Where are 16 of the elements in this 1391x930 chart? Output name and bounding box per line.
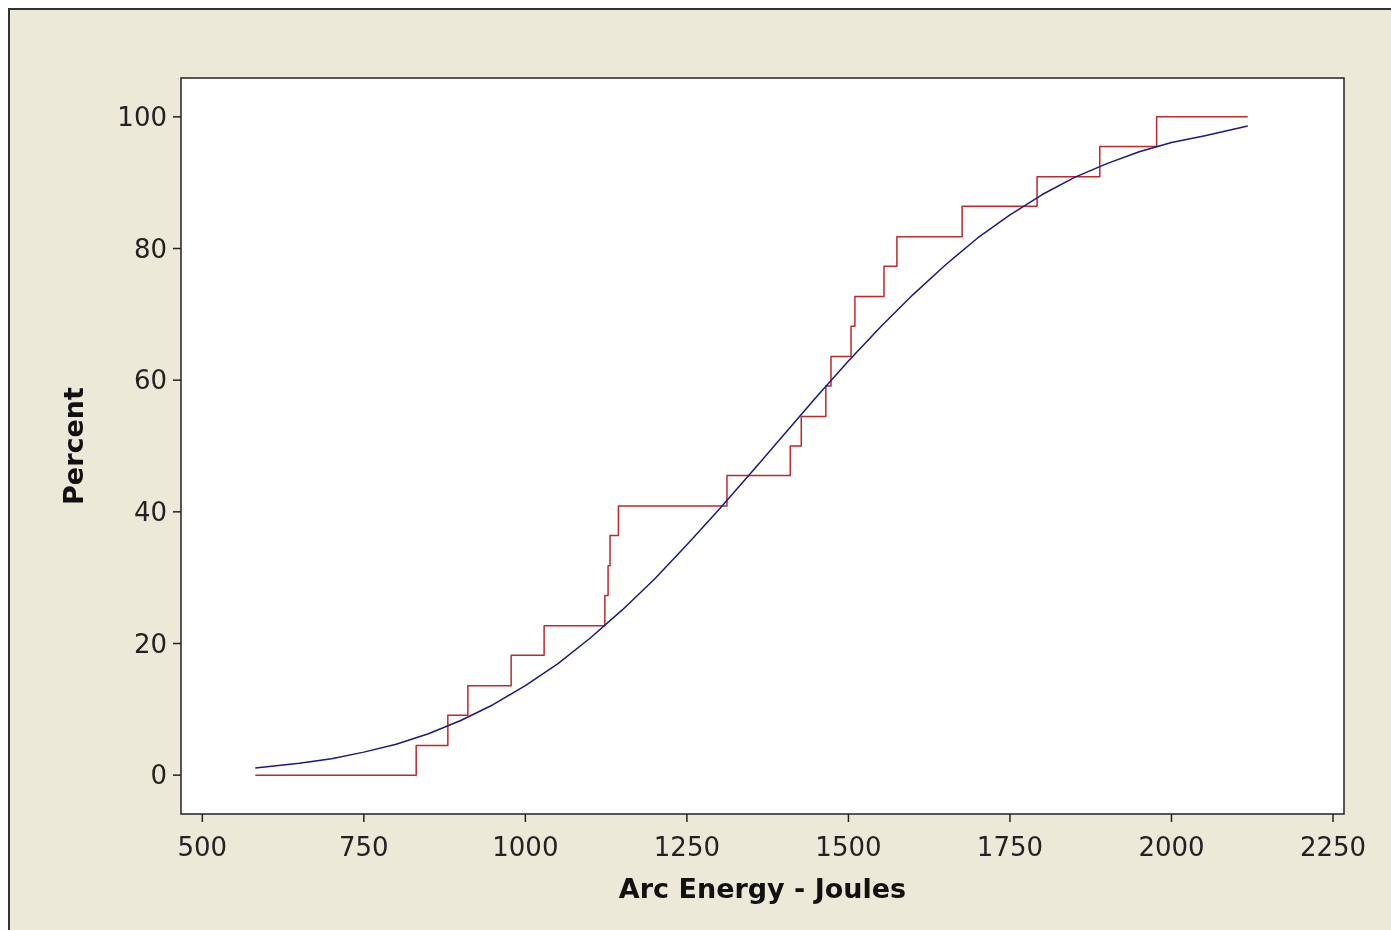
- x-tick-label: 1000: [492, 832, 559, 862]
- y-axis-title: Percent: [58, 386, 89, 505]
- x-tick-label: 500: [177, 832, 228, 862]
- y-tick-label: 60: [133, 365, 167, 396]
- x-tick-label: 1750: [976, 832, 1044, 862]
- x-tick-label: 1500: [815, 832, 882, 862]
- x-tick-label: 2250: [1299, 832, 1367, 862]
- x-tick-label: 1250: [653, 832, 720, 862]
- y-tick-label: 40: [133, 496, 167, 527]
- x-axis-title: Arc Energy - Joules: [618, 873, 907, 904]
- y-tick-label: 0: [150, 760, 167, 791]
- x-tick-label: 2000: [1138, 832, 1205, 862]
- x-tick-label: 750: [339, 832, 389, 862]
- y-tick-label: 20: [133, 628, 167, 659]
- y-tick-label: 100: [117, 101, 167, 132]
- y-tick-label: 80: [133, 233, 167, 264]
